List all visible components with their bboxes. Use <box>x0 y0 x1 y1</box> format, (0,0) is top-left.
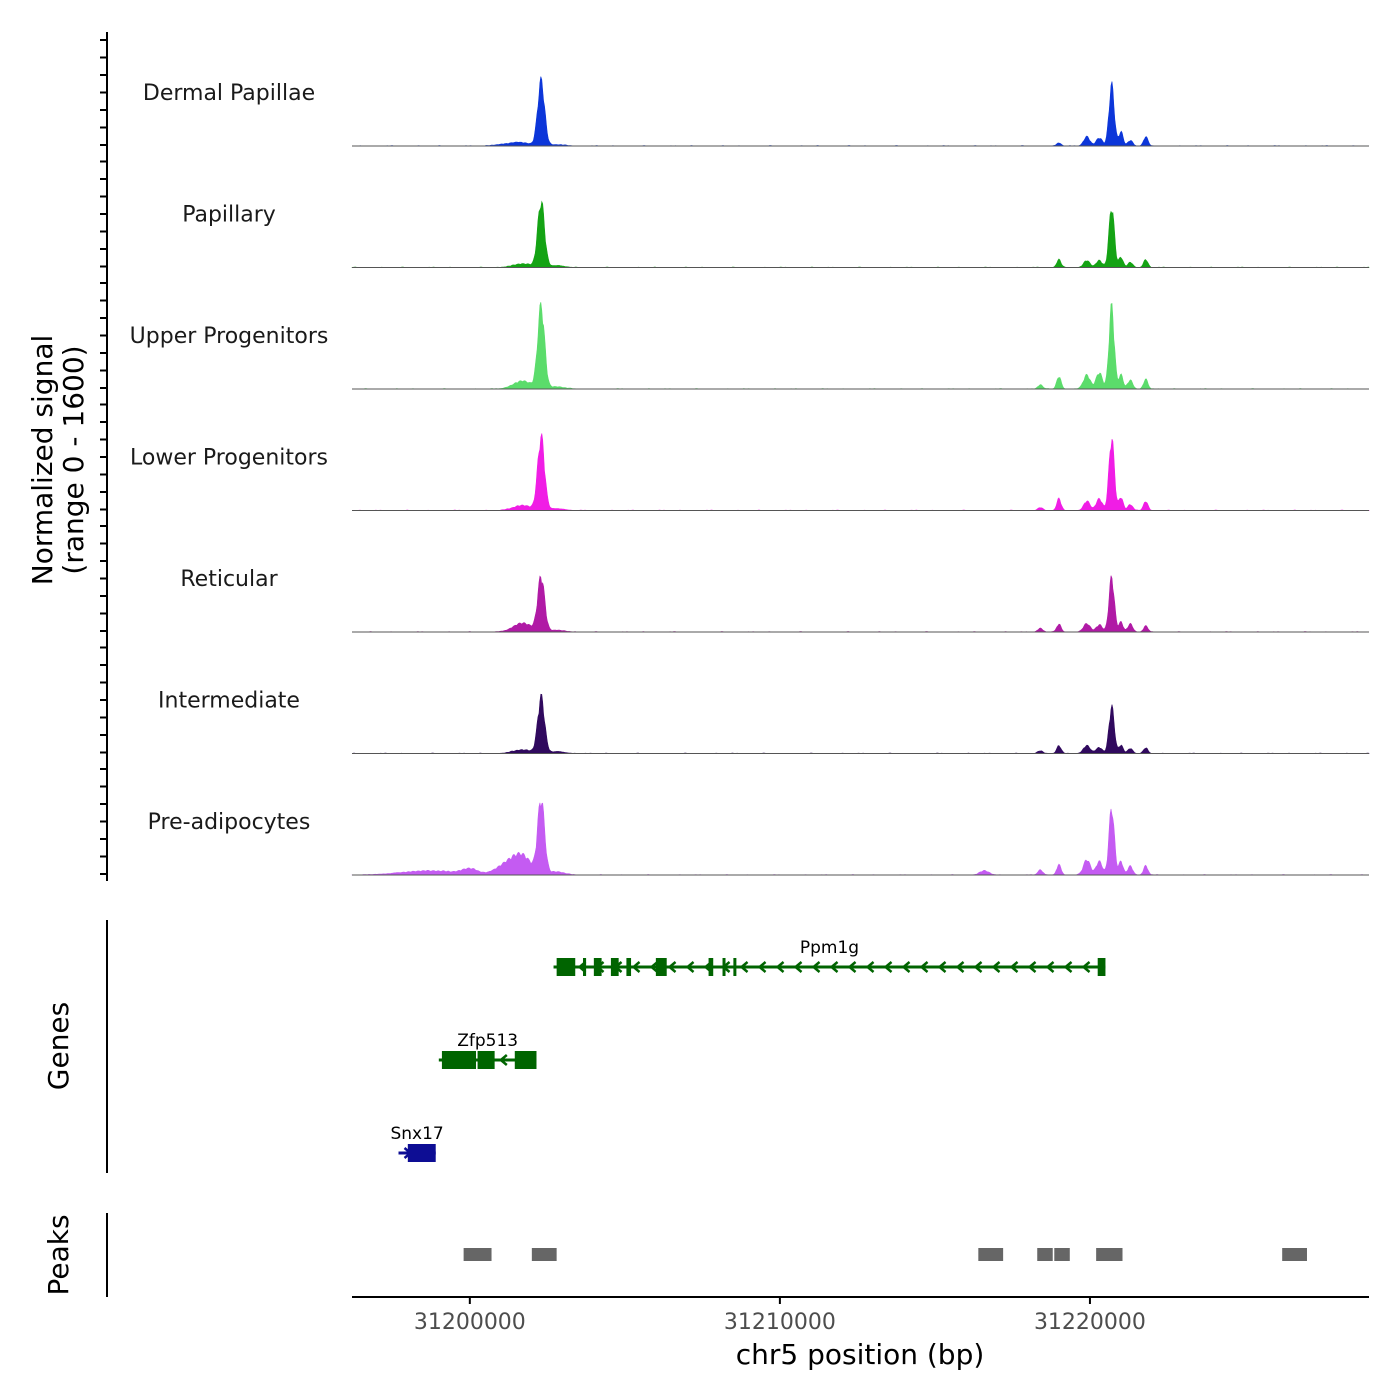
gene-exon <box>407 1144 436 1162</box>
signal-track-6: Pre-adipocytes <box>148 802 1369 876</box>
track-label: Upper Progenitors <box>130 324 329 349</box>
gene-models: Snx17 Zfp513 Ppm1g <box>390 938 1106 1162</box>
strand-arrow <box>1081 961 1091 973</box>
gene-exon <box>1097 958 1106 976</box>
y-axis-title-line2: (range 0 - 1600) <box>57 345 90 574</box>
peaks-track-title: Peaks <box>42 1214 75 1295</box>
peak-regions <box>463 1248 1307 1261</box>
gene-ppm1g: Ppm1g <box>553 938 1106 976</box>
track-label: Intermediate <box>158 689 300 714</box>
genes-track: Genes Snx17 Zfp513 Ppm1g <box>42 920 1106 1173</box>
strand-arrow <box>955 961 965 973</box>
strand-arrow <box>865 961 875 973</box>
strand-arrow <box>649 961 659 973</box>
strand-arrow <box>847 961 857 973</box>
signal-track-4: Reticular <box>180 567 1370 633</box>
strand-arrow <box>919 961 929 973</box>
strand-arrow <box>1045 961 1055 973</box>
signal-area <box>352 76 1370 147</box>
gene-label: Snx17 <box>390 1124 443 1144</box>
track-label: Lower Progenitors <box>130 446 328 471</box>
y-axis-title-line1: Normalized signal <box>26 335 59 586</box>
strand-arrow <box>811 961 821 973</box>
gene-exon <box>610 958 619 976</box>
strand-arrow <box>498 1054 508 1066</box>
strand-arrow <box>991 961 1001 973</box>
signal-track-0: Dermal Papillae <box>143 76 1370 147</box>
x-axis: 31200000 31210000 31220000 chr5 position (… <box>352 1296 1369 1371</box>
strand-arrow <box>631 961 641 973</box>
gene-label: Ppm1g <box>800 938 859 958</box>
signal-track-3: Lower Progenitors <box>130 433 1370 511</box>
x-tick-label: 31200000 <box>414 1310 526 1335</box>
signal-y-axis <box>100 32 108 881</box>
gene-exon <box>441 1051 477 1069</box>
track-label: Papillary <box>182 203 276 228</box>
strand-arrow <box>739 961 749 973</box>
gene-exon <box>556 958 576 976</box>
x-axis-title: chr5 position (bp) <box>736 1338 985 1371</box>
signal-area <box>352 575 1370 633</box>
signal-track-2: Upper Progenitors <box>130 302 1369 390</box>
strand-arrow <box>901 961 911 973</box>
peak-region <box>531 1248 557 1261</box>
track-label: Dermal Papillae <box>143 81 315 106</box>
strand-arrow <box>1009 961 1019 973</box>
gene-zfp513: Zfp513 <box>438 1031 537 1069</box>
x-tick-label: 31220000 <box>1034 1310 1146 1335</box>
strand-arrow <box>1027 961 1037 973</box>
x-tick-label: 31210000 <box>724 1310 836 1335</box>
strand-arrow <box>829 961 839 973</box>
strand-arrow <box>1063 961 1073 973</box>
gene-snx17: Snx17 <box>390 1124 444 1162</box>
gene-exon <box>626 958 632 976</box>
signal-area <box>351 200 1370 268</box>
signal-track-5: Intermediate <box>158 689 1370 754</box>
strand-arrow <box>685 961 695 973</box>
gene-exon <box>593 958 602 976</box>
peak-region <box>1282 1248 1307 1261</box>
gene-exon <box>477 1051 495 1069</box>
peak-region <box>463 1248 492 1261</box>
signal-area <box>351 802 1369 876</box>
signal-tracks: Dermal Papillae Papillary Upper Progenitor… <box>130 76 1370 876</box>
peak-region <box>1037 1248 1053 1261</box>
track-label: Pre-adipocytes <box>148 810 311 835</box>
strand-arrow <box>775 961 785 973</box>
strand-arrow <box>973 961 983 973</box>
strand-arrow <box>793 961 803 973</box>
signal-area <box>351 693 1370 754</box>
signal-area <box>352 433 1370 511</box>
signal-track-1: Papillary <box>182 200 1370 268</box>
gene-exon <box>708 958 714 976</box>
peak-region <box>1054 1248 1070 1261</box>
strand-arrow <box>937 961 947 973</box>
strand-arrow <box>883 961 893 973</box>
signal-y-ticks <box>100 39 107 875</box>
track-label: Reticular <box>180 567 278 592</box>
gene-exon <box>722 958 726 976</box>
x-ticks: 31200000 31210000 31220000 <box>414 1297 1146 1335</box>
peak-region <box>978 1248 1004 1261</box>
gene-exon <box>514 1051 537 1069</box>
gene-exon <box>582 958 587 976</box>
gene-exon <box>655 958 667 976</box>
strand-arrow <box>757 961 767 973</box>
gene-exon <box>733 958 737 976</box>
peak-region <box>1096 1248 1123 1261</box>
signal-area <box>352 302 1369 390</box>
peaks-track: Peaks <box>42 1213 1307 1297</box>
strand-arrow <box>667 961 677 973</box>
genes-track-title: Genes <box>42 1002 75 1090</box>
gene-label: Zfp513 <box>457 1031 518 1051</box>
